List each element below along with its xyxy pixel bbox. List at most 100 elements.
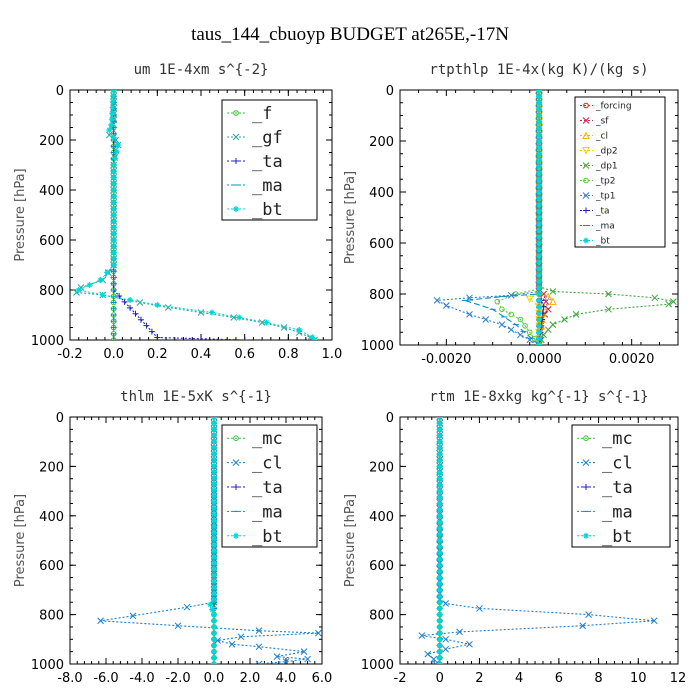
data-point — [110, 187, 117, 193]
data-point — [436, 642, 443, 649]
data-point — [110, 174, 117, 181]
data-point — [536, 214, 542, 221]
data-point — [108, 122, 115, 128]
data-point — [211, 499, 217, 506]
data-point — [536, 99, 542, 106]
data-point — [143, 322, 150, 329]
data-point — [86, 282, 93, 288]
data-point — [526, 329, 533, 336]
data-point — [536, 322, 542, 329]
x-tick-label: 4 — [515, 671, 523, 686]
legend-marker — [233, 110, 239, 116]
legend-marker — [582, 192, 590, 199]
y-tick-label: 0 — [386, 411, 394, 426]
data-point — [536, 189, 542, 195]
data-point — [255, 660, 263, 664]
legend-item-ta: _ta — [577, 478, 633, 498]
legend-item-dp1: _dp1 — [580, 162, 618, 172]
y-axis-label: Pressure [hPa] — [13, 494, 28, 587]
series-line — [496, 90, 540, 345]
data-point — [536, 106, 542, 113]
data-point — [211, 517, 217, 524]
x-tick-label: -6.0 — [93, 671, 118, 686]
legend-label: _mc — [252, 429, 283, 449]
legend-label: _cl — [252, 454, 283, 474]
data-point — [442, 302, 450, 309]
x-tick-label: 0.0 — [103, 347, 124, 362]
data-point — [237, 633, 245, 641]
data-point — [110, 249, 117, 256]
data-point — [228, 640, 236, 648]
data-point — [436, 475, 443, 482]
legend-marker — [582, 117, 590, 124]
chart-title: rtpthlp 1E-4x(kg K)/(kg s) — [429, 62, 648, 78]
data-point — [211, 438, 217, 445]
y-tick-label: 600 — [369, 237, 394, 252]
legend-item-bt: _bt — [577, 527, 633, 547]
data-point — [436, 580, 443, 587]
data-point — [110, 218, 117, 225]
data-point — [436, 488, 443, 495]
legend-item-forcing: _forcing — [580, 102, 632, 112]
x-tick-label: 6.0 — [312, 671, 333, 686]
data-point — [211, 648, 217, 655]
data-point — [263, 319, 270, 326]
x-tick-label: 0 — [436, 671, 444, 686]
data-point — [507, 326, 515, 334]
data-point — [230, 314, 238, 321]
legend-marker — [233, 532, 239, 539]
data-point — [536, 284, 542, 291]
data-point — [211, 661, 217, 664]
legend-item-gf: _gf — [227, 128, 283, 148]
chart-panel-3: thlm 1E-5xK s^{-1} Pressure [hPa] 0 200 400 6… — [13, 389, 332, 686]
data-point — [508, 311, 515, 318]
x-tick-label: 1.0 — [322, 347, 343, 362]
legend-marker — [233, 435, 239, 442]
legend-box — [574, 96, 666, 248]
y-tick-label: 600 — [39, 234, 64, 249]
data-point — [572, 311, 580, 318]
legend-item-bt: _bt — [227, 527, 283, 547]
legend: _mc _cl _ta _ma _bt — [221, 424, 318, 548]
data-point — [536, 182, 542, 189]
data-point — [549, 297, 557, 306]
y-tick-label: 0 — [56, 411, 64, 426]
data-point — [436, 432, 443, 439]
x-tick-label: -4.0 — [129, 671, 154, 686]
data-point — [211, 420, 217, 427]
data-point — [436, 543, 443, 550]
legend-item-dp2: _dp2 — [580, 147, 618, 157]
legend-item-ma: _ma — [227, 176, 283, 196]
data-point — [110, 162, 117, 168]
plot-area — [73, 90, 318, 340]
legend-marker — [583, 237, 589, 244]
data-point — [536, 246, 542, 253]
data-point — [207, 601, 214, 608]
data-point — [154, 302, 161, 308]
series-line — [100, 417, 319, 664]
data-point — [499, 306, 505, 313]
data-point — [110, 168, 117, 175]
data-point — [536, 93, 542, 100]
data-point — [650, 617, 658, 625]
data-point — [436, 444, 443, 451]
legend-label: _bt — [602, 527, 633, 547]
legend-label: _tp1 — [595, 192, 615, 202]
y-axis-label: Pressure [hPa] — [343, 494, 358, 587]
y-tick-label: 800 — [369, 609, 394, 624]
data-point — [517, 331, 524, 339]
series-line — [421, 417, 655, 664]
data-point — [211, 505, 217, 512]
legend-item-cl: _cl — [577, 454, 633, 474]
legend-marker — [583, 177, 589, 184]
legend-label: _ta — [602, 478, 633, 498]
data-point — [211, 432, 217, 439]
data-point — [211, 654, 217, 661]
data-point — [536, 208, 542, 215]
data-point — [536, 118, 542, 125]
data-point — [209, 606, 216, 613]
plot-area — [433, 90, 677, 345]
data-point — [211, 462, 217, 469]
legend-item-bt: _bt — [227, 200, 283, 220]
legend-label: _bt — [595, 237, 610, 247]
